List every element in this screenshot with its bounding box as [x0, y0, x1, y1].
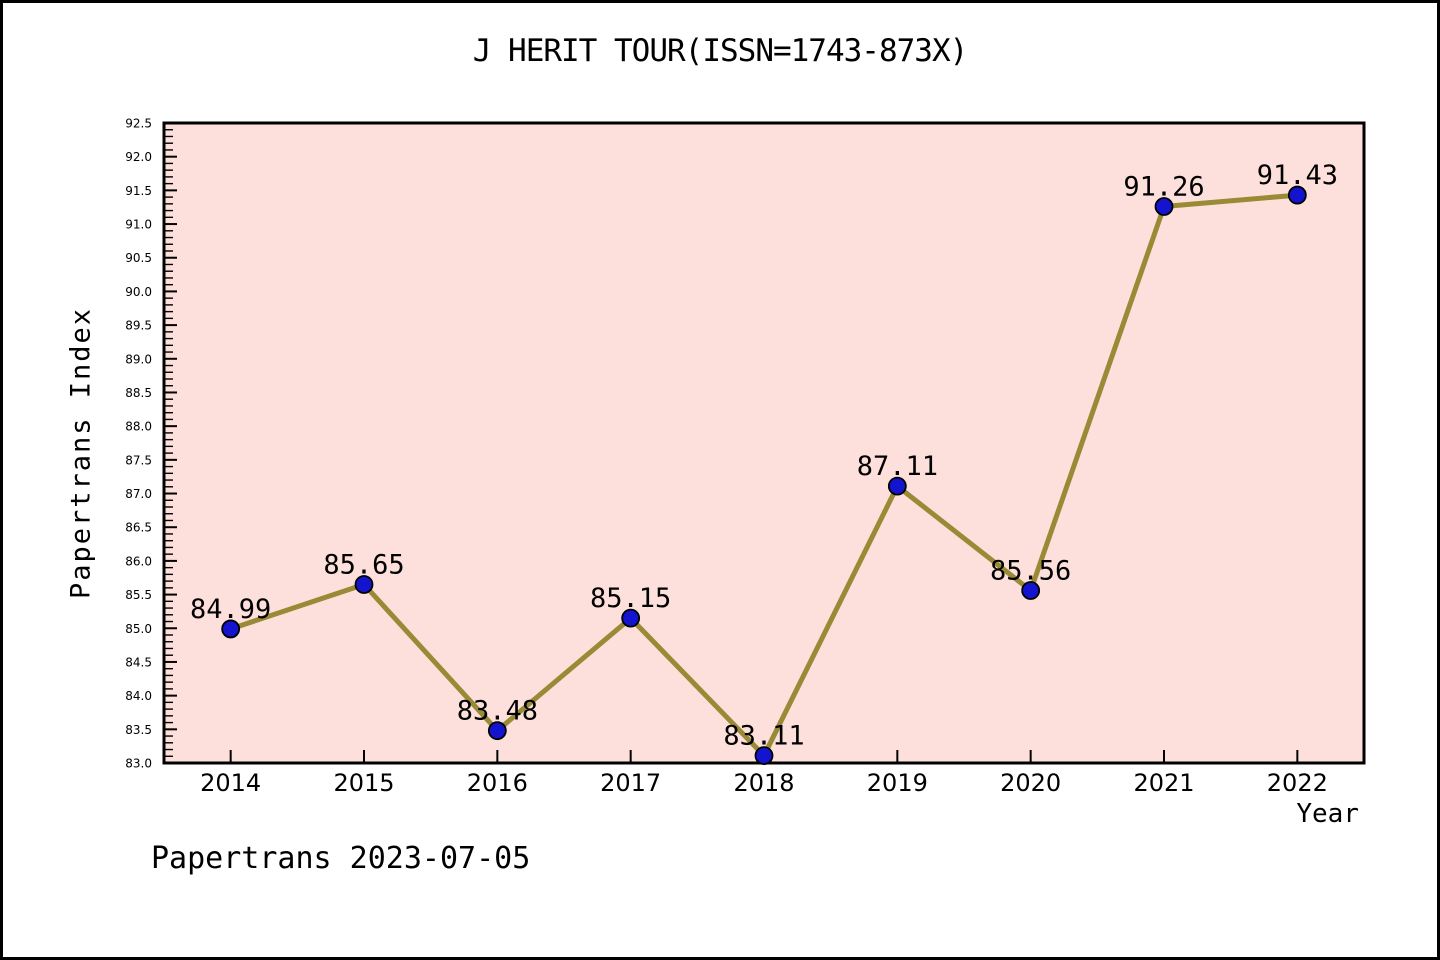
y-axis-ticks: [165, 122, 177, 764]
data-point: [887, 476, 907, 496]
svg-text:2014: 2014: [200, 769, 261, 797]
svg-text:2016: 2016: [467, 769, 528, 797]
data-point-label: 84.99: [190, 594, 271, 625]
svg-text:91.5: 91.5: [125, 184, 152, 198]
svg-text:86.5: 86.5: [125, 521, 152, 535]
svg-text:90.0: 90.0: [125, 285, 152, 299]
svg-text:85.5: 85.5: [125, 588, 152, 602]
data-point: [221, 619, 241, 639]
svg-text:84.0: 84.0: [125, 689, 152, 703]
svg-text:88.5: 88.5: [125, 386, 152, 400]
plot-frame: [162, 121, 1366, 765]
data-point-label: 91.26: [1123, 172, 1204, 203]
data-point: [354, 575, 374, 594]
svg-text:2021: 2021: [1133, 769, 1194, 797]
x-tick-labels: 2014 2015 2016 2017 2018 2019 2020 2021 2022: [200, 769, 1328, 797]
svg-text:90.5: 90.5: [125, 251, 152, 265]
data-point-label: 83.11: [723, 721, 804, 752]
data-point: [1021, 581, 1041, 600]
svg-text:88.0: 88.0: [125, 420, 152, 434]
data-point-label: 85.65: [323, 549, 404, 580]
y-axis-minor-ticks: [165, 129, 173, 757]
svg-text:83.5: 83.5: [125, 723, 152, 737]
chart-title: J HERIT TOUR(ISSN=1743-873X): [472, 33, 969, 69]
line-chart-plot-area: 83.0 83.5 84.0 84.5 85.0 85.5 86.0 86.5 87.0 87.5…: [3, 3, 1437, 957]
svg-text:87.0: 87.0: [125, 487, 152, 501]
data-point-label: 91.43: [1257, 160, 1338, 191]
svg-text:86.0: 86.0: [125, 554, 152, 568]
data-point: [487, 721, 507, 741]
y-axis-label: Papertrans Index: [65, 306, 97, 600]
svg-text:2019: 2019: [867, 769, 928, 797]
svg-text:2018: 2018: [733, 769, 794, 797]
svg-text:92.0: 92.0: [125, 150, 152, 164]
footer-watermark: Papertrans 2023-07-05: [151, 841, 531, 876]
svg-text:87.5: 87.5: [125, 453, 152, 467]
svg-text:92.5: 92.5: [125, 117, 152, 131]
data-point-label: 83.48: [457, 696, 538, 727]
data-point-label: 85.15: [590, 583, 671, 614]
data-point-labels: 84.99 85.65 83.48 85.15 83.11 87.11 85.56 91.26…: [190, 160, 1338, 752]
svg-text:85.0: 85.0: [125, 622, 152, 636]
x-axis-label: Year: [1296, 799, 1359, 829]
data-point: [621, 608, 641, 628]
data-points: [221, 185, 1307, 765]
svg-text:91.0: 91.0: [125, 218, 152, 232]
svg-text:2015: 2015: [333, 769, 394, 797]
data-point: [1154, 197, 1174, 216]
svg-text:2017: 2017: [600, 769, 661, 797]
svg-text:2020: 2020: [1000, 769, 1061, 797]
svg-text:89.5: 89.5: [125, 319, 152, 333]
svg-text:89.0: 89.0: [125, 352, 152, 366]
data-point: [754, 746, 774, 765]
data-point-label: 87.11: [857, 451, 938, 482]
svg-text:84.5: 84.5: [125, 655, 152, 669]
data-point: [1287, 185, 1307, 205]
svg-text:2022: 2022: [1267, 769, 1328, 797]
y-tick-labels: 83.0 83.5 84.0 84.5 85.0 85.5 86.0 86.5 87.0 87.5…: [125, 117, 152, 771]
svg-text:83.0: 83.0: [125, 757, 152, 771]
data-point-label: 85.56: [990, 556, 1071, 587]
